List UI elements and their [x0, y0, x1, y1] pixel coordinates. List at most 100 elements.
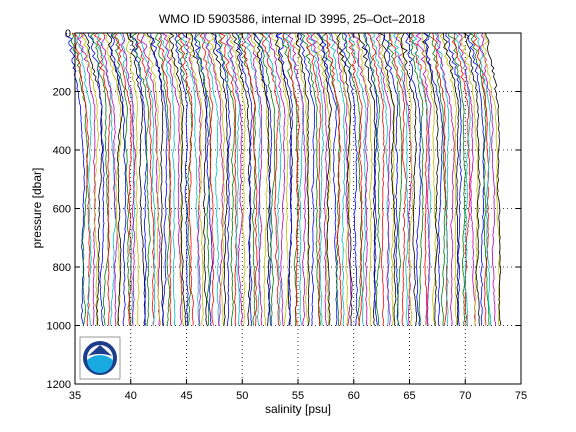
salinity-profile — [310, 32, 329, 326]
salinity-profile — [351, 32, 369, 326]
salinity-profile — [160, 32, 176, 326]
salinity-profile — [363, 32, 381, 326]
salinity-profile — [317, 32, 338, 326]
chart-title: WMO ID 5903586, internal ID 3995, 25–Oct… — [159, 12, 425, 26]
salinity-profile — [336, 32, 353, 326]
salinity-profile — [96, 32, 117, 326]
salinity-profile — [185, 32, 204, 326]
salinity-profile — [202, 32, 220, 326]
salinity-profile — [282, 32, 301, 326]
salinity-profile — [475, 32, 492, 326]
x-axis-label: salinity [psu] — [265, 402, 331, 416]
salinity-profile — [300, 32, 321, 326]
salinity-profile — [375, 32, 392, 326]
salinity-profile — [439, 32, 458, 326]
salinity-profile — [100, 32, 118, 326]
salinity-profile — [261, 32, 280, 326]
salinity-profile — [271, 32, 289, 326]
y-tick-label: 1000 — [47, 321, 71, 333]
salinity-profile — [127, 32, 146, 326]
salinity-profile — [146, 32, 164, 326]
salinity-profile — [434, 32, 450, 326]
salinity-profile — [428, 32, 447, 326]
salinity-profile — [363, 32, 378, 326]
salinity-profile — [168, 32, 187, 326]
salinity-profile — [150, 33, 168, 326]
x-tick-label: 65 — [403, 390, 415, 402]
salinity-profile — [435, 32, 455, 326]
salinity-profile — [396, 32, 413, 326]
salinity-profile — [442, 32, 460, 326]
noaa-logo-bird — [88, 345, 112, 356]
y-tick-label: 600 — [53, 204, 71, 216]
salinity-profile — [408, 32, 424, 326]
salinity-profile — [445, 32, 463, 326]
salinity-profile — [214, 32, 231, 326]
salinity-profile — [324, 32, 343, 326]
salinity-profile — [72, 32, 91, 326]
y-tick-label: 0 — [65, 28, 71, 40]
salinity-profile — [180, 32, 200, 326]
salinity-profile — [431, 32, 449, 326]
salinity-profile — [175, 32, 193, 326]
salinity-profile — [225, 32, 241, 326]
salinity-profile — [287, 32, 307, 326]
salinity-profile — [232, 32, 252, 326]
salinity-profile — [129, 32, 148, 326]
salinity-profile — [422, 32, 440, 326]
salinity-profile — [264, 32, 282, 326]
salinity-profile — [356, 32, 373, 326]
salinity-profile — [210, 32, 229, 326]
salinity-profile — [307, 32, 325, 326]
salinity-profile — [405, 32, 422, 326]
x-tick-label: 55 — [292, 390, 304, 402]
salinity-profile — [235, 32, 253, 326]
y-axis-label: pressure [dbar] — [30, 168, 44, 249]
salinity-profile — [246, 32, 263, 326]
salinity-profile — [125, 32, 140, 326]
x-tick-label: 75 — [515, 390, 527, 402]
salinity-profile — [409, 32, 428, 326]
salinity-profile — [295, 32, 310, 326]
x-tick-label: 35 — [69, 390, 81, 402]
salinity-profile — [485, 33, 502, 326]
salinity-profile — [174, 32, 189, 326]
salinity-profile — [298, 32, 316, 326]
salinity-profile — [194, 32, 212, 326]
salinity-profile — [182, 32, 202, 326]
salinity-profile — [219, 32, 238, 326]
x-tick-label: 40 — [125, 390, 137, 402]
salinity-profile — [341, 32, 358, 326]
x-tick-label: 45 — [180, 390, 192, 402]
y-tick-label: 800 — [53, 262, 71, 274]
y-tick-label: 1200 — [47, 379, 71, 391]
salinity-profile — [217, 32, 236, 326]
salinity-profile — [110, 32, 132, 326]
salinity-profile — [228, 32, 246, 326]
salinity-profile — [479, 32, 497, 326]
salinity-profile — [348, 32, 367, 326]
noaa-logo-wave — [87, 355, 113, 373]
salinity-profile — [189, 32, 208, 326]
salinity-profile — [106, 32, 123, 326]
salinity-profile — [76, 32, 92, 326]
salinity-profile — [177, 32, 194, 326]
salinity-profile — [87, 32, 105, 326]
salinity-profile — [80, 32, 100, 326]
salinity-profile — [142, 32, 161, 326]
salinity-profile — [254, 32, 273, 326]
salinity-profile — [453, 32, 471, 326]
salinity-profile — [240, 32, 258, 326]
salinity-profile — [483, 32, 501, 326]
salinity-profile — [457, 32, 476, 326]
salinity-profile — [161, 32, 183, 326]
salinity-profile — [268, 32, 286, 326]
salinity-profile — [158, 32, 172, 326]
salinity-profile — [341, 32, 363, 326]
salinity-profile — [468, 32, 490, 326]
salinity-profile — [258, 32, 276, 326]
salinity-profile — [306, 32, 322, 326]
salinity-profile — [199, 32, 215, 326]
salinity-profile — [448, 32, 467, 326]
salinity-profile — [65, 32, 86, 326]
